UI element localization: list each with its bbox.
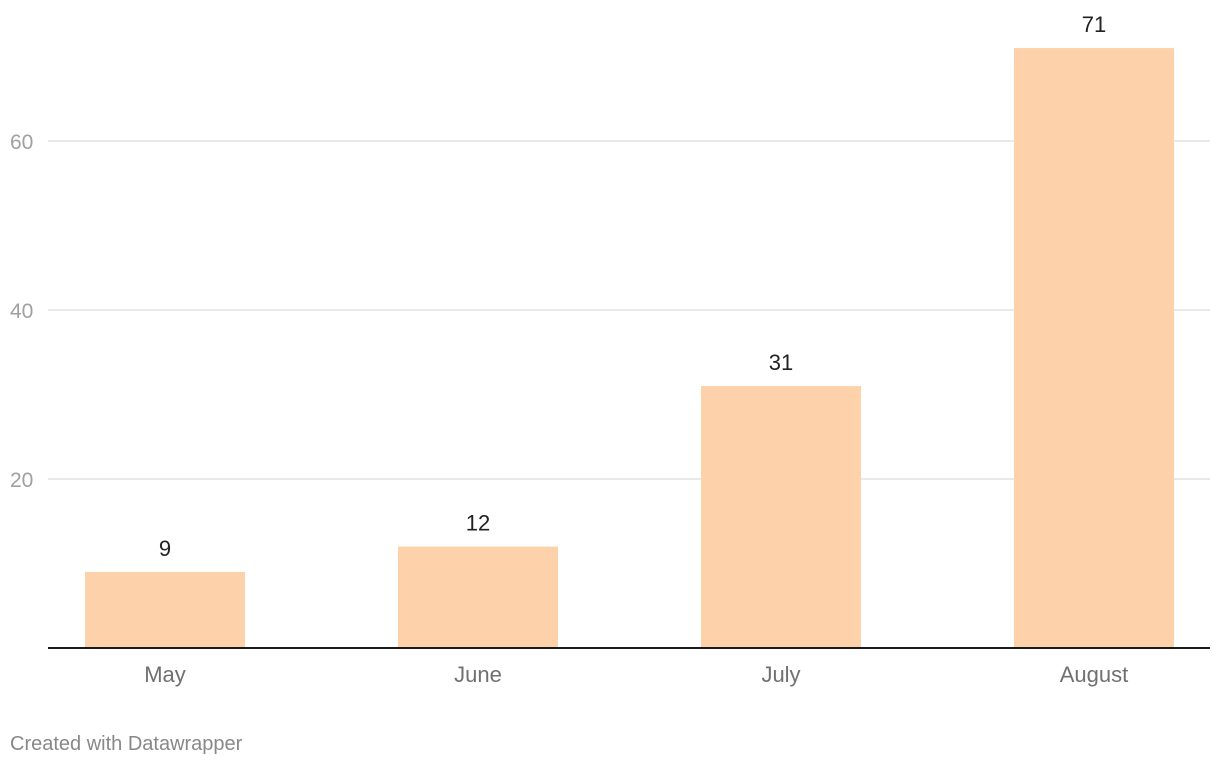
x-axis-ticks: May June July August xyxy=(144,662,1128,687)
value-label: 12 xyxy=(466,511,490,536)
x-tick-label: June xyxy=(454,662,502,687)
bar-july xyxy=(701,386,861,648)
x-tick-label: July xyxy=(761,662,800,687)
y-tick-label: 40 xyxy=(10,300,33,323)
value-label: 9 xyxy=(159,536,171,561)
bar-august xyxy=(1014,48,1174,649)
x-tick-label: May xyxy=(144,662,186,687)
x-tick-label: August xyxy=(1060,662,1129,687)
bar-june xyxy=(398,546,558,648)
bars xyxy=(85,48,1174,649)
y-axis-ticks: 20 40 60 xyxy=(10,131,33,492)
credit-text: Created with Datawrapper xyxy=(10,733,243,755)
value-labels: 9 12 31 71 xyxy=(159,12,1106,561)
y-tick-label: 60 xyxy=(10,131,33,154)
y-tick-label: 20 xyxy=(10,469,33,492)
value-label: 31 xyxy=(769,350,793,375)
bar-chart: 20 40 60 9 12 31 71 May June July August xyxy=(10,12,1210,687)
value-label: 71 xyxy=(1082,12,1106,37)
bar-may xyxy=(85,571,245,648)
